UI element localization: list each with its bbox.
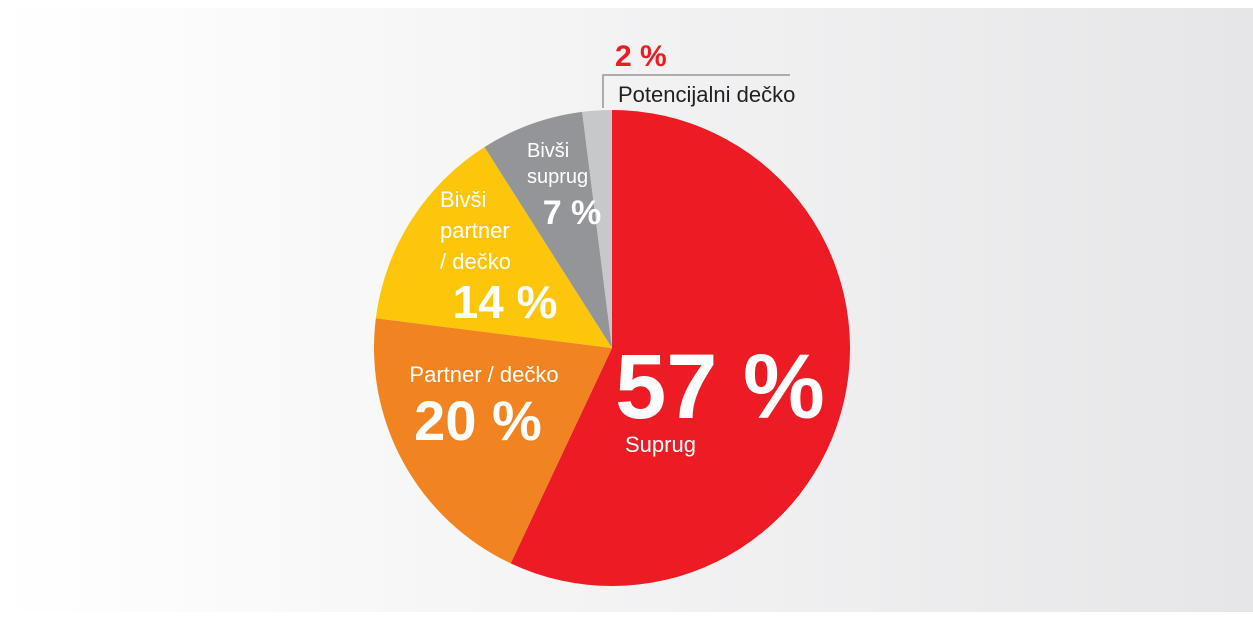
label-line: Partner / dečko — [409, 362, 558, 387]
value-label: 57 % — [615, 336, 825, 438]
label-line: / dečko — [440, 249, 511, 274]
pie-slice — [375, 147, 612, 348]
label-line: partner — [440, 218, 510, 243]
value-label: 20 % — [414, 389, 542, 452]
pie-slice — [484, 111, 612, 348]
value-label: 7 % — [543, 194, 602, 232]
category-label: Potencijalni dečko — [618, 82, 795, 107]
category-label: Partner / dečko — [409, 362, 558, 387]
label-line: suprug — [527, 166, 588, 188]
pie-slice — [374, 318, 612, 564]
label-line: Potencijalni dečko — [618, 82, 795, 107]
category-label: Suprug — [625, 432, 696, 457]
label-line: Bivši — [527, 140, 569, 162]
pie-slice — [582, 110, 612, 348]
value-label: 14 % — [453, 276, 558, 328]
category-label: Bivši partner / dečko — [440, 187, 511, 274]
pie-slice — [510, 110, 851, 586]
leader-line — [602, 74, 790, 108]
category-label: Bivši suprug — [527, 140, 588, 188]
label-line: Bivši — [440, 187, 486, 212]
value-label: 2 % — [615, 40, 667, 73]
label-line: Suprug — [625, 432, 696, 457]
